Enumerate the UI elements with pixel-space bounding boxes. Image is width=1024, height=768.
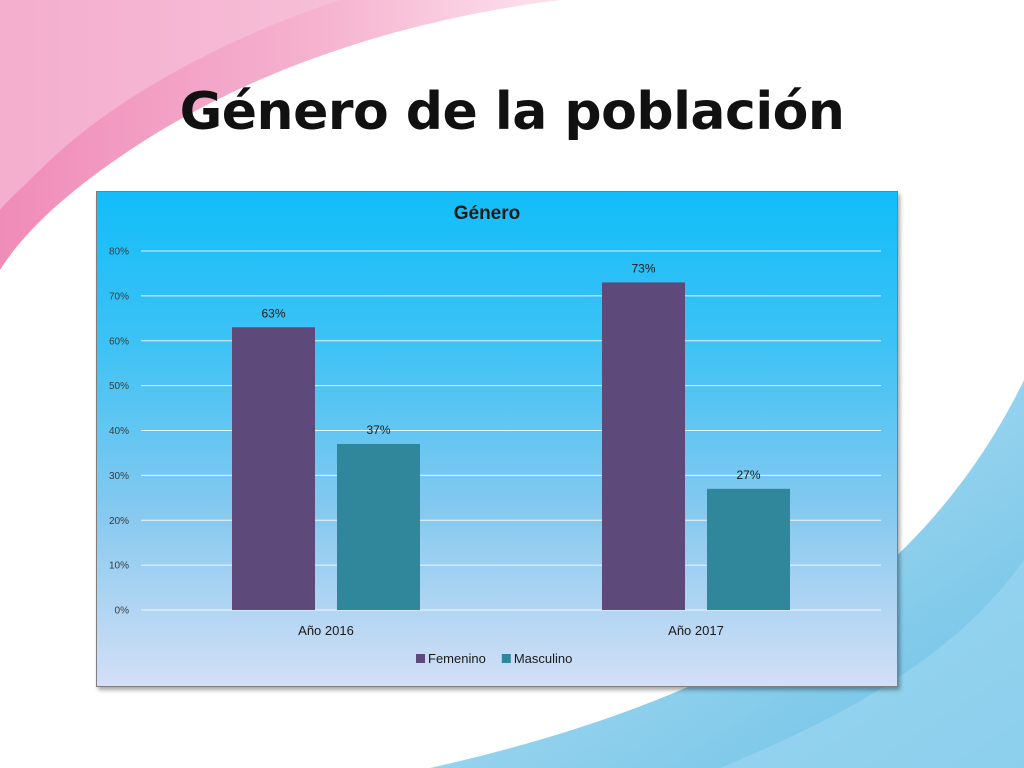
- data-label: 37%: [366, 423, 390, 437]
- chart-container: Género 0% 10% 20% 30% 40% 50% 60% 70% 80% 63% 37%…: [96, 191, 898, 687]
- bar-femenino: [602, 282, 685, 610]
- y-tick-label: 60%: [109, 336, 129, 347]
- legend-label-femenino: Femenino: [428, 651, 486, 666]
- y-tick-label: 80%: [109, 247, 129, 258]
- y-tick-label: 0%: [115, 606, 130, 617]
- data-label: 73%: [631, 261, 655, 275]
- legend-label-masculino: Masculino: [514, 651, 573, 666]
- data-label: 27%: [736, 468, 760, 482]
- category-label: Año 2016: [298, 623, 354, 638]
- chart-title: Género: [454, 203, 521, 224]
- bar-chart: Género 0% 10% 20% 30% 40% 50% 60% 70% 80% 63% 37%…: [109, 203, 881, 666]
- legend-swatch-femenino: [416, 654, 425, 663]
- legend-swatch-masculino: [501, 654, 511, 663]
- bar-masculino: [707, 488, 790, 610]
- y-tick-label: 30%: [109, 471, 129, 482]
- category-label: Año 2017: [668, 623, 724, 638]
- y-tick-label: 40%: [109, 426, 129, 437]
- bar-femenino: [232, 327, 315, 610]
- data-label: 63%: [261, 306, 285, 320]
- y-tick-label: 10%: [109, 561, 129, 572]
- y-tick-label: 20%: [109, 516, 129, 527]
- y-tick-label: 50%: [109, 381, 129, 392]
- bar-masculino: [337, 443, 420, 610]
- y-tick-label: 70%: [109, 291, 129, 302]
- slide-title: Género de la población: [179, 82, 845, 142]
